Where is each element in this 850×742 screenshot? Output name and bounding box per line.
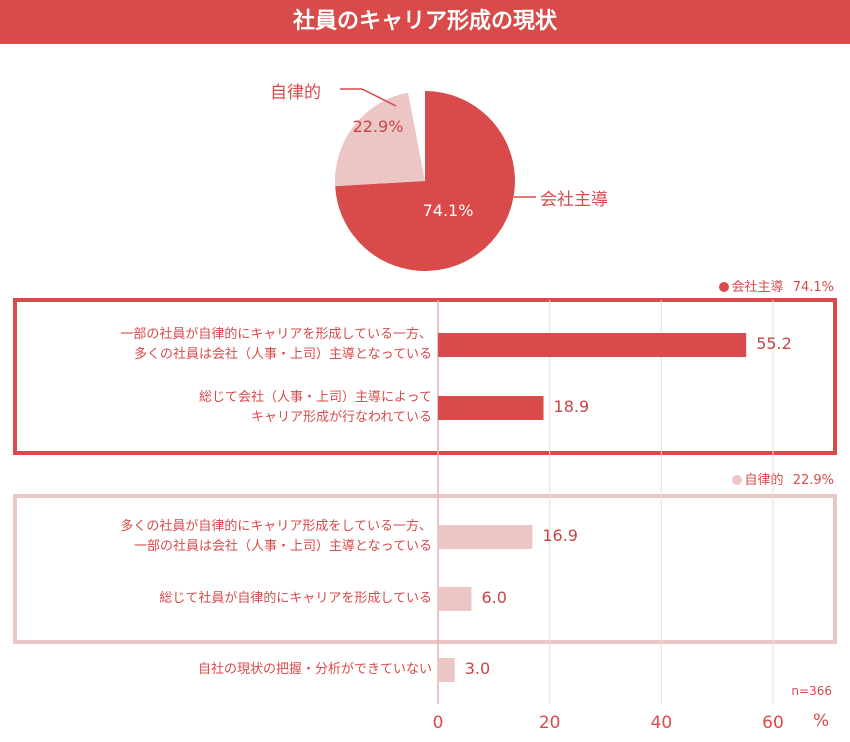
pie-callout-self: 自律的 xyxy=(270,78,321,103)
x-axis-unit: % xyxy=(813,711,830,731)
legend-self-directed-label: 自律的 xyxy=(744,473,784,488)
company-led-group-frame xyxy=(13,298,837,455)
bar-value-label: 16.9 xyxy=(542,526,578,545)
legend-company-led-value: 74.1% xyxy=(792,280,834,295)
legend-company-led-dot xyxy=(718,282,729,292)
bar xyxy=(438,658,455,682)
pie-slice xyxy=(335,92,425,187)
bar-category-label-line: 多くの社員が自律的にキャリア形成をしている一方、 xyxy=(120,519,432,534)
bar-category-label-line: 多くの社員は会社（人事・上司）主導となっている xyxy=(134,347,432,362)
bar-value-label: 55.2 xyxy=(756,334,792,353)
bar xyxy=(438,525,533,549)
x-tick-label: 40 xyxy=(650,713,673,733)
bar-category-label-line: 総じて会社（人事・上司）主導によって xyxy=(199,390,432,405)
pie-callout-self-leader xyxy=(340,88,397,107)
pie-value-label: 22.9% xyxy=(353,117,404,136)
bar-category-label: 多くの社員が自律的にキャリア形成をしている一方、一部の社員は会社（人事・上司）主… xyxy=(120,517,432,557)
bar-category-label-line: キャリア形成が行なわれている xyxy=(251,410,432,425)
pie-chart: 74.1% 22.9% xyxy=(335,91,515,271)
x-tick-label: 20 xyxy=(538,713,561,733)
pie-slice xyxy=(335,91,515,271)
bar-category-label-line: 自社の現状の把握・分析ができていない xyxy=(197,662,432,677)
legend-self-directed-value: 22.9% xyxy=(792,473,834,488)
bar xyxy=(438,333,747,357)
bar-value-label: 6.0 xyxy=(481,588,507,607)
bar xyxy=(438,396,544,420)
bar-category-label-line: 総じて社員が自律的にキャリアを形成している xyxy=(159,591,432,606)
bar-category-label-line: 一部の社員は会社（人事・上司）主導となっている xyxy=(134,539,432,554)
pie-value-label: 74.1% xyxy=(423,201,474,220)
legend-company-led-label: 会社主導 xyxy=(731,280,784,295)
bar-category-label-line: 一部の社員が自律的にキャリアを形成している一方、 xyxy=(120,327,432,342)
bar-category-label: 一部の社員が自律的にキャリアを形成している一方、多くの社員は会社（人事・上司）主… xyxy=(120,325,432,365)
x-tick-label: 0 xyxy=(432,713,444,733)
legend-self-directed: 自律的 22.9% xyxy=(731,469,834,488)
bar-category-label: 総じて会社（人事・上司）主導によってキャリア形成が行なわれている xyxy=(199,388,432,428)
legend-self-directed-dot xyxy=(731,475,742,485)
bar-value-label: 3.0 xyxy=(464,659,491,678)
bar xyxy=(438,587,472,611)
chart-title: 社員のキャリア形成の現状 xyxy=(0,0,850,44)
x-tick-label: 60 xyxy=(762,713,784,733)
bar-category-label: 自社の現状の把握・分析ができていない xyxy=(198,660,432,680)
legend-company-led: 会社主導 74.1% xyxy=(718,276,834,295)
bar-value-label: 18.9 xyxy=(553,397,590,416)
bar-category-label: 総じて社員が自律的にキャリアを形成している xyxy=(159,589,432,609)
pie-slice xyxy=(408,91,425,181)
self-directed-group-frame xyxy=(13,494,837,644)
pie-callout-company-leader xyxy=(514,196,536,198)
pie-callout-company: 会社主導 xyxy=(540,185,608,210)
pie-callout-company-label: 会社主導 xyxy=(540,190,608,210)
sample-size-note: n=366 xyxy=(791,684,832,698)
pie-callout-self-label: 自律的 xyxy=(270,83,321,103)
